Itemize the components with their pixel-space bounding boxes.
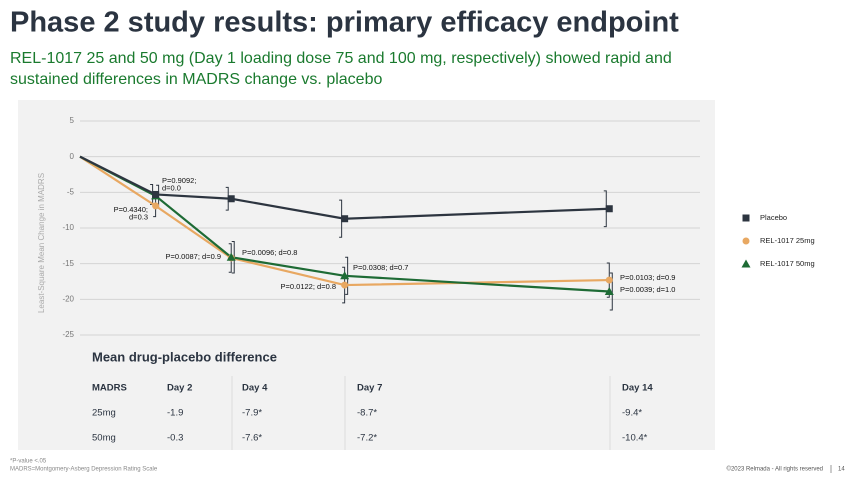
annotation: P=0.9092; — [162, 176, 196, 185]
marker — [152, 190, 160, 198]
annotation: P=0.0103; d=0.9 — [620, 273, 675, 282]
annotation: P=0.4340; — [114, 205, 148, 214]
slide-subtitle-line: sustained differences in MADRS change vs… — [10, 71, 382, 88]
slide-title: Phase 2 study results: primary efficacy … — [10, 7, 679, 39]
annotation: P=0.0308; d=0.7 — [353, 263, 408, 272]
marker — [341, 215, 349, 223]
marker — [742, 237, 750, 245]
marker — [341, 281, 349, 289]
copyright: ©2023 Relmada - All rights reserved — [727, 466, 823, 473]
table-header: Day 7 — [357, 383, 382, 394]
marker — [340, 271, 350, 280]
annotation: d=0.0 — [162, 183, 181, 192]
y-tick-label: -10 — [62, 223, 74, 232]
table-cell: 25mg — [92, 408, 116, 419]
table-cell: 50mg — [92, 433, 116, 444]
table-cell: -7.6* — [242, 433, 262, 444]
table-cell: -7.2* — [357, 433, 377, 444]
chart-panel — [18, 100, 715, 450]
marker — [741, 259, 751, 268]
y-tick-label: -5 — [67, 187, 75, 196]
annotation: P=0.0122; d=0.8 — [281, 282, 336, 291]
table-header: Day 14 — [622, 383, 653, 394]
page-number: 14 — [838, 467, 845, 473]
legend-label: REL-1017 25mg — [760, 236, 815, 245]
y-tick-label: -25 — [62, 330, 74, 339]
y-tick-label: 5 — [70, 116, 75, 125]
error-bar — [609, 272, 613, 311]
y-tick-label: -20 — [62, 294, 74, 303]
table-cell: -0.3 — [167, 433, 183, 444]
table: Mean drug-placebo difference MADRS Day 2 D… — [92, 349, 653, 450]
table-cell: -7.9* — [242, 408, 262, 419]
annotation: P=0.0039; d=1.0 — [620, 285, 675, 294]
chart: 5 0 -5 -10 -15 -20 -25 Least-Square Mean Change… — [37, 116, 815, 339]
table-cell: -1.9 — [167, 408, 183, 419]
y-tick-label: 0 — [70, 152, 75, 161]
footnote: MADRS=Montgomery-Asberg Depression Ratin… — [10, 467, 158, 473]
table-cell: -9.4* — [622, 408, 642, 419]
marker — [227, 195, 235, 203]
legend-label: REL-1017 50mg — [760, 259, 815, 268]
table-cell: -10.4* — [622, 433, 648, 444]
y-axis-label: Least-Square Mean Change in MADRS — [37, 173, 46, 313]
table-title: Mean drug-placebo difference — [92, 349, 277, 364]
marker — [226, 252, 236, 261]
table-header: Day 4 — [242, 383, 268, 394]
y-tick-label: -15 — [62, 259, 74, 268]
marker — [605, 276, 613, 284]
table-header: Day 2 — [167, 383, 192, 394]
annotation: P=0.0087; d=0.9 — [166, 252, 221, 261]
marker — [605, 205, 613, 213]
marker — [742, 214, 750, 222]
table-header: MADRS — [92, 383, 127, 394]
marker — [152, 202, 160, 210]
legend-label: Placebo — [760, 213, 787, 222]
footnote: *P-value <.05 — [10, 459, 47, 465]
table-cell: -8.7* — [357, 408, 377, 419]
annotation: d=0.3 — [129, 212, 148, 221]
annotation: P=0.0096; d=0.8 — [242, 248, 297, 257]
marker — [604, 286, 614, 295]
slide-subtitle-line: REL-1017 25 and 50 mg (Day 1 loading dos… — [10, 50, 672, 67]
